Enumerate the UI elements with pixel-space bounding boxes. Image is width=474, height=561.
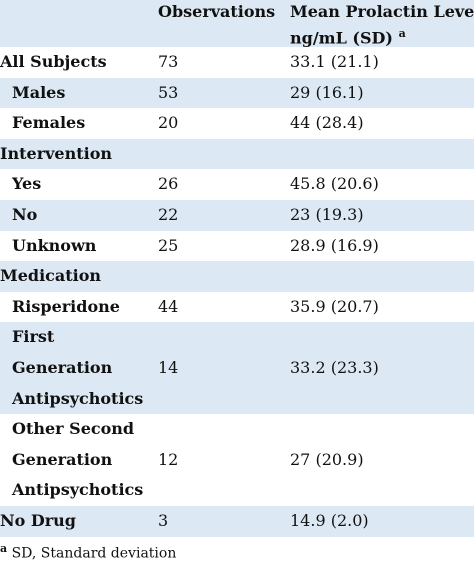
- mean-value: 14.9 (2.0): [290, 511, 369, 530]
- observations: 53: [158, 82, 179, 102]
- header-unit-text: ng/mL (SD): [290, 28, 393, 48]
- header-note-mark: a: [398, 27, 406, 40]
- observations: 14: [158, 358, 179, 377]
- row-band: [0, 138, 474, 170]
- observations: 26: [158, 174, 179, 194]
- row-label: Antipsychotics: [12, 388, 144, 408]
- observations: 20: [158, 113, 179, 133]
- observations: 25: [158, 235, 179, 255]
- header-mean: Mean Prolactin Level ,: [290, 2, 474, 21]
- row-label: First: [12, 327, 55, 347]
- mean-value: 27 (20.9): [290, 449, 364, 469]
- row-band: [0, 322, 474, 415]
- row-band: [0, 261, 474, 292]
- mean-value: 29 (16.1): [290, 82, 364, 102]
- observations: 3: [158, 511, 169, 530]
- row-label: No: [12, 205, 38, 224]
- observations: 12: [158, 449, 179, 469]
- mean-value: 23 (19.3): [290, 205, 364, 224]
- row-band: [0, 77, 474, 109]
- row-label: Yes: [12, 174, 42, 194]
- mean-value: 33.1 (21.1): [290, 52, 379, 71]
- mean-value: 35.9 (20.7): [290, 296, 379, 316]
- footnote-mark: a: [0, 542, 8, 555]
- row-label: Females: [12, 113, 86, 133]
- row-label: Antipsychotics: [12, 480, 144, 500]
- row-label: No Drug: [0, 511, 76, 530]
- row-label: Unknown: [12, 235, 97, 255]
- row-label: Risperidone: [12, 296, 120, 316]
- header-mean-unit: ng/mL (SD) a: [290, 23, 406, 49]
- row-label: Other Second: [12, 419, 135, 439]
- header-observations: Observations: [158, 2, 276, 21]
- observations: 22: [158, 205, 179, 224]
- footnote: a SD, Standard deviation: [0, 539, 176, 561]
- observations: 73: [158, 52, 179, 71]
- row-label: Medication: [0, 266, 102, 286]
- mean-value: 45.8 (20.6): [290, 174, 379, 194]
- footnote-text: SD, Standard deviation: [11, 545, 177, 561]
- observations: 44: [158, 296, 179, 316]
- row-label: Intervention: [0, 143, 112, 163]
- mean-value: 28.9 (16.9): [290, 235, 379, 255]
- row-band: [0, 506, 474, 537]
- row-label: Males: [12, 82, 66, 102]
- mean-value: 33.2 (23.3): [290, 358, 379, 377]
- header-band: [0, 0, 474, 47]
- row-label: Generation: [12, 449, 113, 469]
- row-label: All Subjects: [0, 52, 107, 71]
- row-band: [0, 200, 474, 231]
- mean-value: 44 (28.4): [290, 113, 364, 133]
- row-label: Generation: [12, 358, 113, 377]
